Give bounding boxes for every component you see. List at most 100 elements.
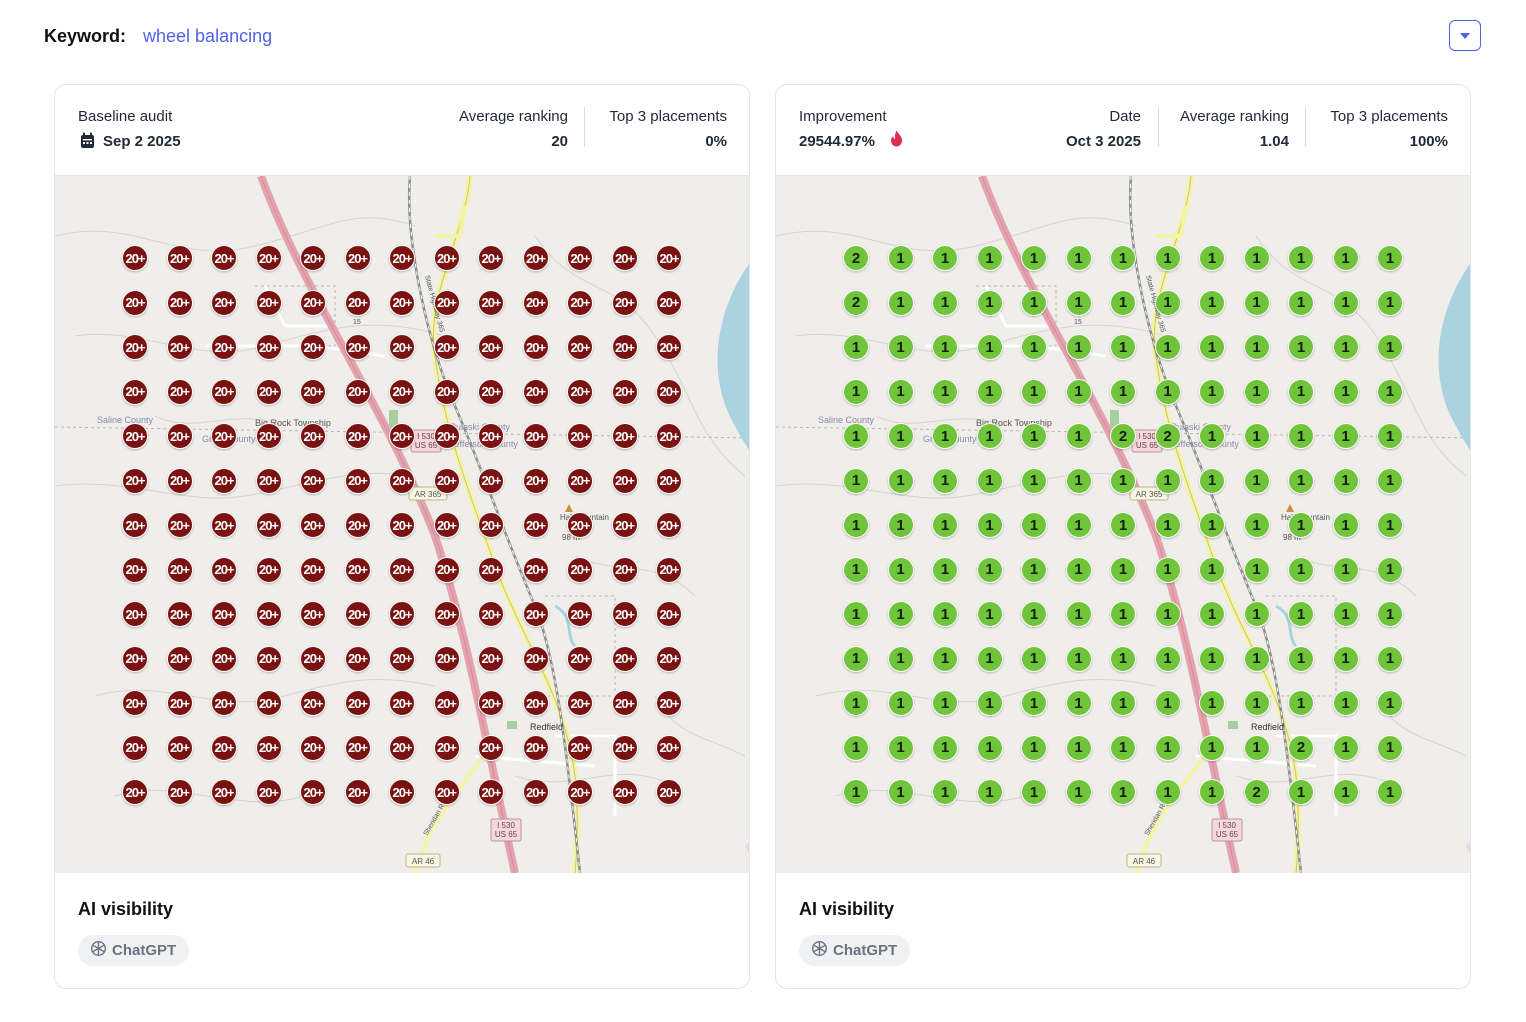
rank-marker[interactable]: 1 <box>976 690 1003 716</box>
rank-marker[interactable]: 20+ <box>478 512 504 538</box>
rank-marker[interactable]: 20+ <box>433 334 460 360</box>
rank-marker[interactable]: 20+ <box>478 556 504 583</box>
rank-marker[interactable]: 1 <box>1199 289 1225 316</box>
rank-marker[interactable]: 20+ <box>344 779 371 805</box>
rank-marker[interactable]: 1 <box>1332 334 1359 360</box>
rank-marker[interactable]: 1 <box>887 467 914 494</box>
rank-marker[interactable]: 1 <box>976 645 1003 672</box>
rank-marker[interactable]: 1 <box>843 423 869 449</box>
rank-marker[interactable]: 20+ <box>255 645 282 672</box>
rank-marker[interactable]: 20+ <box>389 734 415 761</box>
rank-marker[interactable]: 20+ <box>166 289 193 316</box>
rank-marker[interactable]: 20+ <box>389 467 415 494</box>
rank-marker[interactable]: 1 <box>1065 512 1092 538</box>
rank-marker[interactable]: 1 <box>1199 334 1225 360</box>
rank-marker[interactable]: 1 <box>1154 690 1181 716</box>
rank-marker[interactable]: 1 <box>1243 601 1270 627</box>
rank-marker[interactable]: 20+ <box>611 690 638 716</box>
rank-marker[interactable]: 1 <box>1377 512 1403 538</box>
rank-marker[interactable]: 20+ <box>300 556 326 583</box>
rank-marker[interactable]: 1 <box>976 734 1003 761</box>
rank-marker[interactable]: 1 <box>932 512 958 538</box>
rank-marker[interactable]: 1 <box>976 289 1003 316</box>
rank-marker[interactable]: 20+ <box>611 423 638 449</box>
rank-marker[interactable]: 20+ <box>478 779 504 805</box>
rank-marker[interactable]: 20+ <box>611 556 638 583</box>
rank-marker[interactable]: 1 <box>1288 245 1314 271</box>
rank-marker[interactable]: 1 <box>1377 334 1403 360</box>
rank-marker[interactable]: 1 <box>1243 690 1270 716</box>
rank-marker[interactable]: 1 <box>932 423 958 449</box>
chatgpt-chip[interactable]: ChatGPT <box>78 935 190 966</box>
rank-marker[interactable]: 20+ <box>166 512 193 538</box>
rank-marker[interactable]: 20+ <box>478 467 504 494</box>
rank-marker[interactable]: 1 <box>1110 289 1136 316</box>
rank-marker[interactable]: 1 <box>1021 601 1047 627</box>
rank-marker[interactable]: 1 <box>1377 378 1403 405</box>
rank-marker[interactable]: 1 <box>1110 734 1136 761</box>
rank-marker[interactable]: 1 <box>1288 645 1314 672</box>
rank-marker[interactable]: 1 <box>887 601 914 627</box>
rank-marker[interactable]: 1 <box>1154 645 1181 672</box>
rank-marker[interactable]: 1 <box>1199 245 1225 271</box>
rank-marker[interactable]: 1 <box>1377 645 1403 672</box>
rank-marker[interactable]: 1 <box>1332 512 1359 538</box>
rank-marker[interactable]: 1 <box>976 556 1003 583</box>
rank-marker[interactable]: 1 <box>1377 245 1403 271</box>
rank-marker[interactable]: 1 <box>1021 289 1047 316</box>
keyword-value[interactable]: wheel balancing <box>143 26 273 46</box>
rank-marker[interactable]: 1 <box>1377 556 1403 583</box>
rank-marker[interactable]: 1 <box>1021 556 1047 583</box>
rank-marker[interactable]: 20+ <box>255 512 282 538</box>
rank-marker[interactable]: 20+ <box>389 512 415 538</box>
rank-marker[interactable]: 20+ <box>344 334 371 360</box>
rank-marker[interactable]: 1 <box>887 779 914 805</box>
rank-marker[interactable]: 1 <box>1065 601 1092 627</box>
rank-marker[interactable]: 20+ <box>656 467 682 494</box>
rank-marker[interactable]: 20+ <box>656 734 682 761</box>
rank-marker[interactable]: 1 <box>1377 423 1403 449</box>
rank-marker[interactable]: 20+ <box>300 601 326 627</box>
rank-marker[interactable]: 20+ <box>166 378 193 405</box>
rank-marker[interactable]: 1 <box>1332 378 1359 405</box>
rank-marker[interactable]: 20+ <box>611 779 638 805</box>
rank-marker[interactable]: 1 <box>843 645 869 672</box>
rank-marker[interactable]: 1 <box>1110 334 1136 360</box>
rank-marker[interactable]: 20+ <box>478 690 504 716</box>
rank-marker[interactable]: 1 <box>1021 245 1047 271</box>
rank-marker[interactable]: 20+ <box>122 423 148 449</box>
rank-marker[interactable]: 1 <box>1288 512 1314 538</box>
rank-marker[interactable]: 1 <box>1021 734 1047 761</box>
rank-marker[interactable]: 1 <box>932 601 958 627</box>
rank-marker[interactable]: 1 <box>1332 779 1359 805</box>
rank-marker[interactable]: 1 <box>1332 467 1359 494</box>
rank-marker[interactable]: 20+ <box>611 467 638 494</box>
rank-marker[interactable]: 20+ <box>611 512 638 538</box>
rank-marker[interactable]: 1 <box>843 734 869 761</box>
rank-marker[interactable]: 1 <box>887 690 914 716</box>
rank-marker[interactable]: 2 <box>843 289 869 316</box>
rank-marker[interactable]: 20+ <box>166 245 193 271</box>
rank-marker[interactable]: 1 <box>1154 601 1181 627</box>
rank-marker[interactable]: 20+ <box>211 378 237 405</box>
rank-marker[interactable]: 1 <box>1288 601 1314 627</box>
rank-marker[interactable]: 1 <box>1243 245 1270 271</box>
rank-marker[interactable]: 1 <box>932 378 958 405</box>
rank-marker[interactable]: 20+ <box>122 779 148 805</box>
rank-marker[interactable]: 20+ <box>611 734 638 761</box>
rank-marker[interactable]: 2 <box>843 245 869 271</box>
rank-marker[interactable]: 20+ <box>255 734 282 761</box>
rank-marker[interactable]: 1 <box>1332 645 1359 672</box>
rank-marker[interactable]: 20+ <box>166 556 193 583</box>
rank-marker[interactable]: 20+ <box>166 601 193 627</box>
rank-marker[interactable]: 1 <box>1243 734 1270 761</box>
rank-marker[interactable]: 20+ <box>433 245 460 271</box>
rank-marker[interactable]: 20+ <box>522 779 549 805</box>
rank-marker[interactable]: 1 <box>1065 556 1092 583</box>
rank-marker[interactable]: 20+ <box>389 779 415 805</box>
rank-marker[interactable]: 20+ <box>567 645 593 672</box>
rank-marker[interactable]: 20+ <box>522 734 549 761</box>
rank-marker[interactable]: 20+ <box>522 690 549 716</box>
rank-marker[interactable]: 20+ <box>255 289 282 316</box>
rank-marker[interactable]: 20+ <box>344 467 371 494</box>
